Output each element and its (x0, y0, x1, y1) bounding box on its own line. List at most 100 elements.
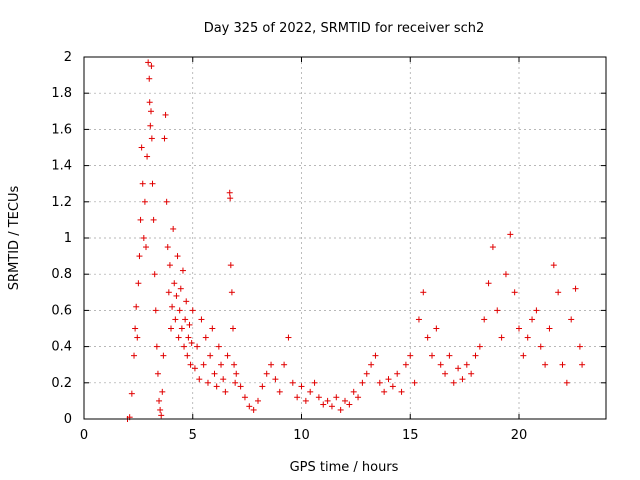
data-point (187, 361, 194, 368)
data-point (198, 316, 205, 323)
data-point (529, 316, 536, 323)
data-point (524, 334, 531, 341)
data-point (489, 244, 496, 251)
data-point (196, 376, 203, 383)
data-point (213, 383, 220, 390)
data-point (137, 216, 144, 223)
data-point (328, 403, 335, 410)
data-point (162, 111, 169, 118)
data-point (185, 334, 192, 341)
x-axis-label: GPS time / hours (290, 460, 399, 475)
x-tick-label: 10 (293, 428, 310, 443)
plot-frame (83, 56, 607, 420)
data-point (140, 235, 147, 241)
data-point (227, 195, 234, 202)
data-point (355, 394, 362, 401)
data-point (166, 262, 173, 269)
data-point (272, 376, 279, 383)
data-point (576, 343, 583, 350)
data-point (161, 135, 168, 142)
data-point (520, 352, 527, 359)
data-point (229, 325, 236, 332)
data-point (202, 334, 209, 341)
data-point (298, 383, 305, 390)
data-point (135, 280, 142, 287)
data-point (149, 180, 156, 187)
data-point (173, 292, 180, 299)
y-tick-label: 0.2 (51, 376, 72, 391)
data-point (420, 289, 427, 296)
x-tick-label: 15 (402, 428, 419, 443)
data-point (159, 388, 166, 395)
data-point (533, 307, 540, 314)
data-point (281, 361, 288, 368)
data-point (307, 388, 314, 395)
data-point (507, 231, 514, 238)
data-point (150, 216, 157, 223)
data-point (153, 343, 160, 350)
x-tick-label: 5 (189, 428, 197, 443)
data-point (227, 262, 234, 269)
data-point (128, 390, 135, 397)
data-point (204, 379, 211, 386)
data-point (294, 394, 301, 401)
data-point (546, 325, 553, 332)
data-point (156, 397, 163, 404)
data-point (563, 379, 570, 386)
data-point (177, 285, 184, 292)
data-point (133, 303, 140, 310)
data-point (181, 343, 188, 350)
data-point (226, 189, 233, 196)
y-tick-label: 0 (64, 412, 72, 427)
data-point (285, 334, 292, 341)
y-axis-label: SRMTID / TECUs (7, 186, 22, 291)
data-point (158, 412, 165, 419)
data-point (263, 370, 270, 377)
data-point (415, 316, 422, 323)
data-point (481, 316, 488, 323)
data-point (337, 406, 344, 413)
data-point (568, 316, 575, 323)
ticks: 0 5 10 15 20 0 0.2 0.4 0.6 0.8 1 1.2 1.4 1.6 1.8 2 (51, 50, 606, 443)
data-point (559, 361, 566, 368)
data-point (315, 394, 322, 401)
data-point (145, 59, 152, 66)
data-point (186, 321, 193, 328)
data-point (250, 406, 257, 413)
data-point (241, 394, 248, 401)
data-point (268, 361, 275, 368)
data-point (183, 298, 190, 305)
data-point (376, 379, 383, 386)
data-point (237, 383, 244, 390)
data-point (455, 365, 462, 372)
data-point (381, 388, 388, 395)
data-point (476, 343, 483, 350)
data-point (194, 343, 201, 350)
data-point (498, 334, 505, 341)
data-point (259, 383, 266, 390)
chart-title: Day 325 of 2022, SRMTID for receiver sch… (204, 21, 485, 36)
data-point (146, 99, 153, 106)
data-point (542, 361, 549, 368)
data-point (160, 352, 167, 359)
data-point (302, 397, 309, 404)
data-point (134, 334, 141, 341)
y-tick-label: 0.8 (51, 267, 72, 282)
data-point (148, 135, 155, 142)
data-point (350, 388, 357, 395)
data-point (346, 401, 353, 408)
y-tick-label: 2 (64, 50, 72, 65)
data-point (231, 361, 238, 368)
data-point (402, 361, 409, 368)
data-point (163, 198, 170, 205)
data-point (147, 122, 154, 129)
data-point (151, 271, 158, 278)
data-point (446, 352, 453, 359)
data-point (516, 325, 522, 332)
grid (84, 57, 606, 419)
data-point (154, 370, 161, 377)
data-point (232, 379, 239, 386)
data-point (176, 307, 183, 314)
data-point (174, 253, 181, 260)
